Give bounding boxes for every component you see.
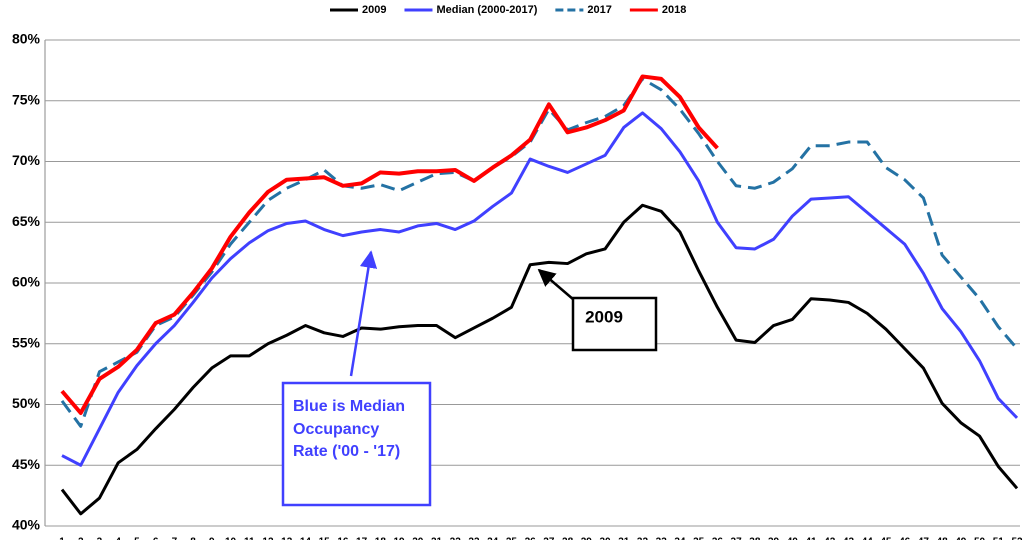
x-tick-label: 9 (209, 537, 215, 540)
x-tick-label: 11 (244, 537, 255, 540)
x-tick-label: 24 (487, 537, 499, 540)
y-tick-label: 70% (12, 152, 41, 168)
x-tick-label: 38 (749, 537, 761, 540)
series-line (61, 111, 1019, 467)
x-tick-label: 13 (281, 537, 293, 540)
x-tick-label: 45 (880, 537, 892, 540)
x-tick-label: 42 (824, 537, 836, 540)
x-tick-label: 43 (843, 537, 855, 540)
series-line (60, 74, 719, 416)
x-tick-label: 26 (525, 537, 537, 540)
x-tick-label: 4 (115, 537, 121, 540)
x-tick-label: 6 (153, 537, 159, 540)
x-tick-label: 48 (937, 537, 949, 540)
x-tick-label: 37 (731, 537, 743, 540)
annotation-box (281, 381, 432, 507)
x-tick-label: 44 (862, 537, 874, 540)
x-tick-label: 5 (134, 537, 140, 540)
series-line (60, 77, 1019, 428)
y-tick-label: 55% (12, 334, 41, 350)
x-tick-label: 10 (225, 537, 237, 540)
annotation-text: 2009 (585, 307, 623, 326)
annotation-text: Occupancy (293, 421, 379, 438)
x-tick-label: 22 (450, 537, 462, 540)
x-tick-label: 46 (899, 537, 911, 540)
x-tick-label: 17 (356, 537, 368, 540)
x-tick-label: 16 (337, 537, 349, 540)
x-tick-label: 7 (172, 537, 178, 540)
x-tick-label: 50 (974, 537, 986, 540)
legend-label: 2017 (587, 4, 611, 16)
x-tick-label: 15 (319, 537, 331, 540)
annotation-arrow (349, 250, 378, 377)
legend-label: 2018 (662, 4, 686, 16)
x-tick-label: 19 (393, 537, 405, 540)
y-tick-label: 80% (12, 31, 41, 47)
x-tick-label: 34 (674, 537, 686, 540)
x-tick-label: 31 (618, 537, 630, 540)
x-tick-label: 29 (581, 537, 593, 540)
legend-label: Median (2000-2017) (436, 4, 537, 16)
y-tick-label: 45% (12, 456, 41, 472)
x-tick-label: 41 (805, 537, 817, 540)
x-tick-label: 30 (599, 537, 611, 540)
series-line (60, 203, 1019, 516)
y-tick-label: 65% (12, 213, 41, 229)
x-tick-label: 12 (262, 537, 274, 540)
x-tick-label: 52 (1011, 537, 1023, 540)
annotation-arrow (537, 268, 575, 301)
x-tick-label: 39 (768, 537, 780, 540)
x-tick-label: 35 (693, 537, 705, 540)
x-tick-label: 21 (431, 537, 443, 540)
x-tick-label: 25 (506, 537, 518, 540)
annotation-box (571, 296, 658, 352)
x-tick-label: 51 (993, 537, 1005, 540)
y-tick-label: 40% (12, 517, 41, 533)
y-tick-label: 50% (12, 395, 41, 411)
x-tick-label: 49 (955, 537, 967, 540)
x-tick-label: 14 (300, 537, 312, 540)
x-tick-label: 23 (468, 537, 480, 540)
x-tick-label: 27 (543, 537, 555, 540)
annotation-text: Rate ('00 - '17) (293, 443, 400, 460)
x-tick-label: 3 (97, 537, 103, 540)
legend-label: 2009 (362, 4, 386, 16)
x-tick-label: 36 (712, 537, 724, 540)
y-tick-label: 75% (12, 91, 41, 107)
x-tick-label: 32 (637, 537, 649, 540)
x-tick-label: 47 (918, 537, 930, 540)
x-tick-label: 20 (412, 537, 424, 540)
x-tick-label: 40 (787, 537, 799, 540)
x-tick-label: 28 (562, 537, 574, 540)
x-tick-label: 8 (190, 537, 196, 540)
x-tick-label: 33 (656, 537, 668, 540)
x-tick-label: 2 (78, 537, 84, 540)
x-tick-label: 1 (59, 537, 65, 540)
x-tick-label: 18 (375, 537, 387, 540)
y-tick-label: 60% (12, 274, 41, 290)
annotation-text: Blue is Median (293, 398, 405, 415)
